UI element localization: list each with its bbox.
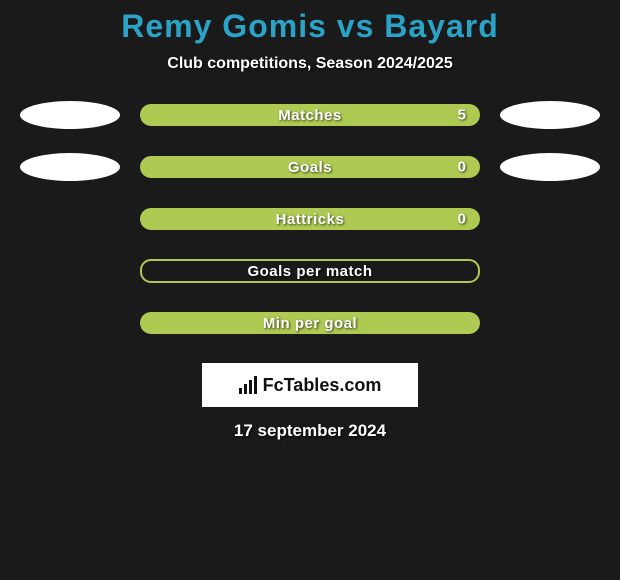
stat-bar: Goals 0 — [140, 156, 480, 178]
stat-label: Goals — [288, 159, 332, 176]
left-ellipse-icon — [20, 153, 120, 181]
date-label: 17 september 2024 — [0, 421, 620, 441]
stat-rows: Matches 5 Goals 0 Hattricks 0 — [0, 101, 620, 337]
stat-bar: Hattricks 0 — [140, 208, 480, 230]
stat-bar: Goals per match — [140, 259, 480, 283]
stat-value: 5 — [458, 107, 466, 124]
subtitle: Club competitions, Season 2024/2025 — [0, 55, 620, 73]
stat-label: Matches — [278, 107, 342, 124]
source-logo: FcTables.com — [202, 363, 418, 407]
right-ellipse-icon — [500, 153, 600, 181]
stat-row: Matches 5 — [0, 101, 620, 129]
bar-fill: Min per goal — [140, 312, 480, 334]
bar-fill: Hattricks 0 — [140, 208, 480, 230]
stat-label: Min per goal — [263, 315, 357, 332]
left-ellipse-icon — [20, 101, 120, 129]
right-ellipse-icon — [500, 101, 600, 129]
bar-fill: Goals 0 — [140, 156, 480, 178]
infographic-container: Remy Gomis vs Bayard Club competitions, … — [0, 0, 620, 441]
stat-value: 0 — [458, 159, 466, 176]
stat-value: 0 — [458, 211, 466, 228]
bar-fill: Matches 5 — [140, 104, 480, 126]
bar-outline: Goals per match — [140, 259, 480, 283]
stat-bar: Matches 5 — [140, 104, 480, 126]
stat-label: Hattricks — [276, 211, 345, 228]
stat-row: Hattricks 0 — [0, 205, 620, 233]
stat-row: Goals 0 — [0, 153, 620, 181]
stat-label: Goals per match — [247, 263, 372, 280]
stat-row: Goals per match — [0, 257, 620, 285]
logo-text: FcTables.com — [263, 375, 382, 396]
stat-row: Min per goal — [0, 309, 620, 337]
bar-chart-icon — [239, 376, 257, 394]
page-title: Remy Gomis vs Bayard — [0, 8, 620, 45]
stat-bar: Min per goal — [140, 312, 480, 334]
